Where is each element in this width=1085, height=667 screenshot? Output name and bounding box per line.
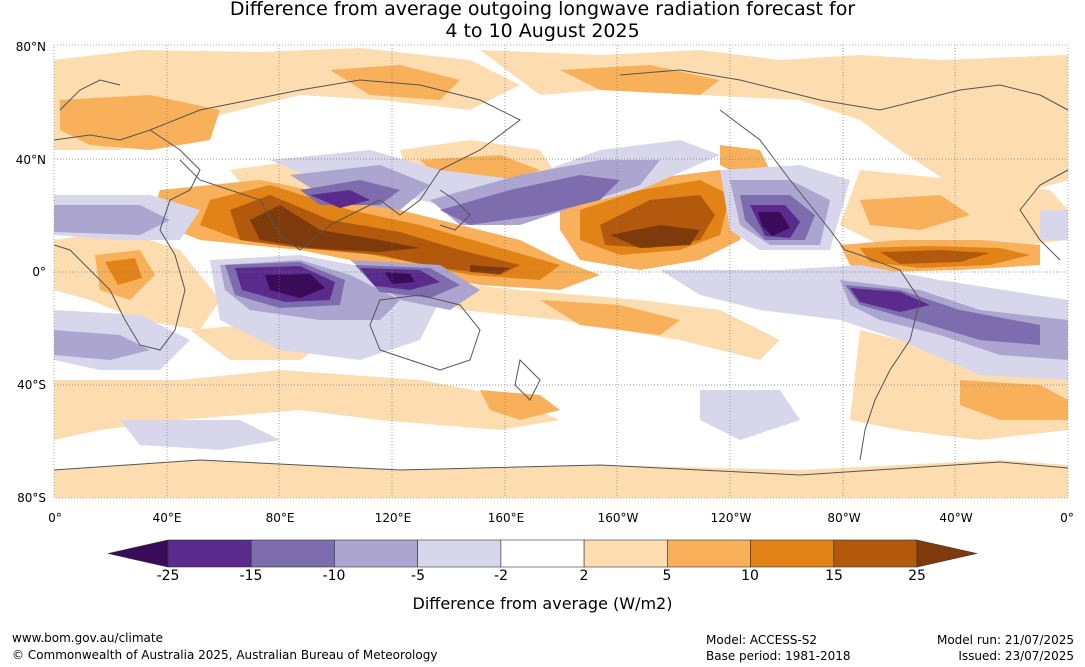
colorbar-swatch — [583, 539, 668, 568]
footer-copyright: © Commonwealth of Australia 2025, Austra… — [12, 648, 438, 662]
lat-label-80n: 80°N — [15, 40, 46, 54]
colorbar-swatch — [250, 539, 335, 568]
colorbar-swatch — [334, 539, 418, 568]
colorbar-swatch — [667, 539, 751, 568]
colorbar-swatch — [833, 539, 918, 568]
colorbar-extend-high — [916, 539, 978, 568]
coastlines — [54, 69, 1068, 476]
lon-label-40w: 40°W — [939, 511, 973, 525]
colorbar-tick: -25 — [156, 568, 180, 584]
lat-label-40s: 40°S — [17, 378, 46, 392]
colorbar-tick: -10 — [322, 568, 346, 584]
positive-anomaly-extreme — [250, 205, 700, 274]
colorbar-swatch — [750, 539, 835, 568]
colorbar-swatch — [417, 539, 502, 568]
lon-label-80e: 80°E — [265, 511, 295, 525]
lon-label-160w: 160°W — [597, 511, 639, 525]
lon-label-120e: 120°E — [374, 511, 412, 525]
map-title-line-2: 4 to 10 August 2025 — [445, 20, 640, 42]
lon-label-160e: 160°E — [487, 511, 525, 525]
colorbar-tick: 25 — [908, 568, 926, 584]
lat-label-0: 0° — [32, 265, 46, 279]
colorbar-tick: 15 — [825, 568, 843, 584]
colorbar-tick: -5 — [411, 568, 425, 584]
anomaly-fields — [54, 48, 1068, 498]
colorbar-tick: -2 — [494, 568, 508, 584]
negative-anomaly-extreme — [265, 212, 790, 298]
plot-frame — [53, 44, 1069, 499]
footer-base-period: Base period: 1981-2018 — [706, 649, 851, 663]
lon-label-0-east: 0° — [1060, 511, 1074, 525]
map-title-line-1: Difference from average outgoing longwav… — [229, 0, 856, 20]
colorbar-extend-low — [107, 539, 169, 568]
footer-model: Model: ACCESS-S2 — [706, 633, 818, 647]
lon-label-40e: 40°E — [152, 511, 182, 525]
graticule — [54, 45, 1068, 498]
colorbar — [107, 539, 978, 568]
colorbar-swatch — [500, 539, 585, 568]
colorbar-swatch — [167, 539, 252, 568]
footer-website: www.bom.gov.au/climate — [12, 631, 163, 645]
lon-label-120w: 120°W — [710, 511, 752, 525]
lat-label-40n: 40°N — [15, 153, 46, 167]
colorbar-tick: -15 — [239, 568, 263, 584]
lon-label-0: 0° — [48, 511, 62, 525]
colorbar-label: Difference from average (W/m2) — [412, 594, 673, 613]
colorbar-tick: 10 — [741, 568, 759, 584]
lat-label-80s: 80°S — [17, 491, 46, 505]
colorbar-tick: 2 — [579, 568, 589, 584]
lon-label-80w: 80°W — [827, 511, 861, 525]
footer-model-run: Model run: 21/07/2025 — [936, 633, 1074, 647]
footer-issued: Issued: 23/07/2025 — [958, 649, 1074, 663]
colorbar-tick: 5 — [662, 568, 672, 584]
